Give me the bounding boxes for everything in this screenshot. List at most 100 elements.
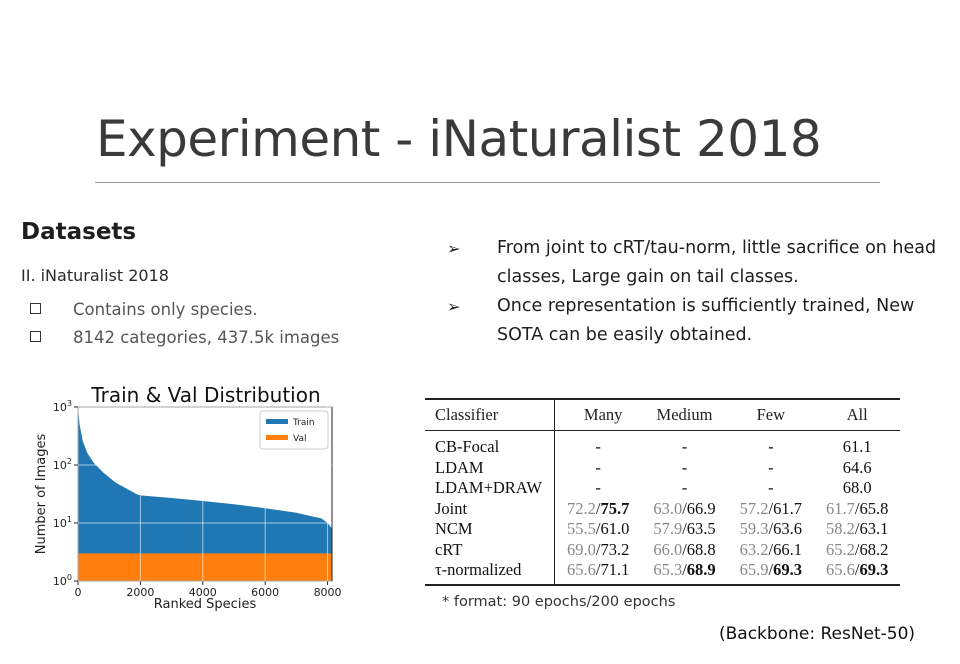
- column-header-medium: Medium: [641, 398, 728, 431]
- value-90-epochs: 57.9: [653, 519, 683, 539]
- table-row: τ-normalized 65.6/71.1 65.3/68.9 65.9/69.3 6…: [425, 560, 901, 586]
- value-90-epochs: 59.3: [739, 519, 769, 539]
- dataset-facts-list: Contains only species. 8142 categories, …: [30, 300, 339, 356]
- classifier-cell: Joint: [425, 498, 555, 519]
- list-item-text: 8142 categories, 437.5k images: [73, 328, 340, 347]
- backbone-note: (Backbone: ResNet-50): [719, 624, 916, 644]
- value-200-epochs: 65.8: [859, 498, 889, 518]
- value-200-epochs: 68.2: [859, 539, 889, 559]
- distribution-chart: Train & Val Distribution 0 2000 4000 6000 80…: [34, 383, 342, 612]
- legend-label: Val: [293, 434, 306, 444]
- finding-text: From joint to cRT/tau-norm, little sacri…: [497, 238, 937, 287]
- y-tick-label: 100: [53, 573, 72, 588]
- value-90-epochs: 57.2: [739, 498, 769, 518]
- table-cell-many: 69.0/73.2: [554, 540, 641, 561]
- x-tick-label: 8000: [314, 586, 342, 599]
- dataset-subheading: II. iNaturalist 2018: [21, 266, 169, 285]
- value-90-epochs: -: [595, 457, 601, 477]
- x-tick-label: 6000: [251, 586, 279, 599]
- finding-text: Once representation is sufficiently trai…: [497, 296, 915, 345]
- value-separator: /: [854, 519, 860, 539]
- value-200-epochs: 69.3: [773, 560, 803, 580]
- classifier-cell: CB-Focal: [425, 430, 555, 458]
- table-cell-medium: 66.0/68.8: [641, 540, 727, 561]
- chart-areas: [78, 407, 332, 581]
- y-tick-label: 103: [53, 399, 72, 414]
- value-separator: /: [595, 539, 601, 559]
- value-separator: /: [682, 498, 687, 518]
- value-90-epochs: 72.2: [566, 498, 596, 518]
- column-header-many: Many: [554, 398, 642, 431]
- value-90-epochs: -: [768, 437, 774, 457]
- value-90-epochs: -: [681, 457, 688, 477]
- column-header-classifier: Classifier: [425, 398, 555, 431]
- table-row: cRT 69.0/73.2 66.0/68.8 63.2/66.1 65.2/68.2: [425, 539, 900, 561]
- list-item-text: Contains only species.: [73, 300, 258, 319]
- arrow-bullet-icon: ➢: [447, 297, 461, 316]
- findings-list: ➢ From joint to cRT/tau-norm, little sacr…: [447, 234, 937, 350]
- table-cell-all: 65.6/69.3: [814, 560, 901, 586]
- series-area-train: [78, 407, 332, 581]
- table-cell-few: -: [728, 478, 814, 499]
- value-separator: /: [682, 539, 687, 559]
- value-90-epochs: 69.0: [566, 539, 596, 559]
- table-cell-many: -: [554, 431, 641, 458]
- value-separator: /: [682, 560, 687, 580]
- value-90-epochs: 63.0: [653, 498, 683, 518]
- value-90-epochs: 65.2: [826, 539, 855, 559]
- table-row: LDAM - - - 64.6: [425, 457, 900, 479]
- table-cell-medium: -: [641, 458, 727, 479]
- y-tick-base: 10: [53, 401, 67, 414]
- table-row: NCM 55.5/61.0 57.9/63.5 59.3/63.6 58.2/63.1: [425, 519, 900, 540]
- value-90-epochs: -: [681, 437, 688, 457]
- value-separator: /: [768, 560, 774, 580]
- table-cell-medium: -: [641, 431, 727, 458]
- table-cell-few: 65.9/69.3: [727, 560, 815, 586]
- table-cell-few: -: [728, 431, 814, 458]
- value-200-epochs: 73.2: [600, 539, 630, 559]
- value-separator: /: [768, 539, 774, 559]
- y-tick-label: 101: [53, 515, 72, 530]
- value-90-epochs: 64.6: [842, 457, 872, 477]
- list-item: ➢ Once representation is sufficiently tra…: [447, 292, 937, 350]
- table-cell-many: 55.5/61.0: [554, 519, 641, 540]
- value-200-epochs: 63.5: [686, 519, 716, 539]
- x-axis-label: Ranked Species: [154, 597, 257, 612]
- value-200-epochs: 61.7: [773, 498, 803, 518]
- value-200-epochs: 68.9: [686, 560, 716, 580]
- value-90-epochs: 65.6: [826, 560, 855, 580]
- value-separator: /: [595, 519, 601, 539]
- column-header-few: Few: [727, 398, 815, 431]
- checkbox-bullet-icon: [30, 303, 41, 314]
- value-90-epochs: -: [768, 478, 774, 498]
- value-200-epochs: 63.1: [859, 519, 889, 539]
- value-90-epochs: -: [681, 478, 688, 498]
- checkbox-bullet-icon: [30, 331, 41, 342]
- value-200-epochs: 61.0: [600, 519, 630, 539]
- table-cell-medium: 65.3/68.9: [641, 560, 728, 586]
- value-separator: /: [854, 539, 860, 559]
- list-item: ➢ From joint to cRT/tau-norm, little sacr…: [447, 234, 937, 292]
- value-separator: /: [768, 519, 774, 539]
- y-tick-exponent: 2: [67, 457, 72, 466]
- arrow-bullet-icon: ➢: [447, 239, 461, 258]
- value-90-epochs: -: [595, 437, 601, 457]
- y-tick-base: 10: [53, 459, 67, 472]
- value-90-epochs: 65.6: [566, 560, 596, 580]
- value-90-epochs: 68.0: [842, 478, 872, 498]
- table-row: Joint 72.2/75.7 63.0/66.9 57.2/61.7 61.7/65.…: [425, 498, 900, 520]
- table-cell-few: -: [728, 458, 814, 479]
- value-90-epochs: -: [768, 457, 774, 477]
- y-tick-exponent: 1: [67, 515, 72, 524]
- datasets-heading: Datasets: [21, 219, 137, 245]
- table-cell-all: 58.2/63.1: [814, 519, 900, 540]
- value-200-epochs: 63.6: [773, 519, 803, 539]
- value-separator: /: [682, 519, 687, 539]
- value-90-epochs: 65.9: [739, 560, 769, 580]
- table-row: CB-Focal - - - 61.1: [425, 430, 900, 458]
- table-cell-all: 61.7/65.8: [814, 499, 900, 520]
- value-200-epochs: 66.1: [773, 539, 803, 559]
- table-cell-medium: 57.9/63.5: [641, 519, 727, 540]
- value-200-epochs: 71.1: [600, 560, 630, 580]
- footnote: * format: 90 epochs/200 epochs: [442, 594, 676, 610]
